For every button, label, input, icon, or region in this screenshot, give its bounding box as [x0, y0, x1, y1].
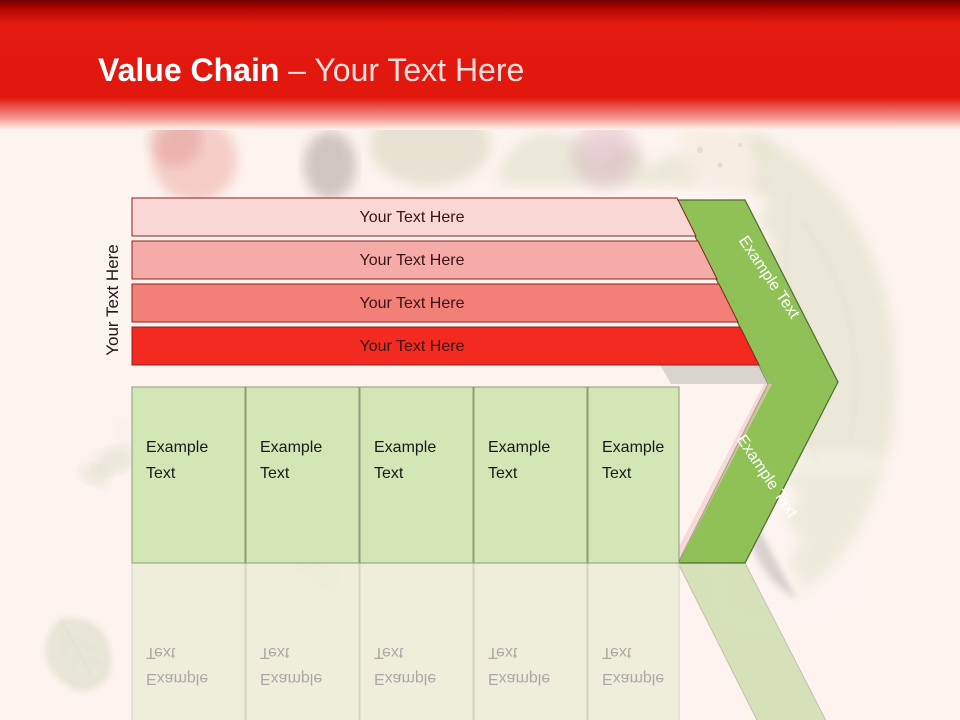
- svg-text:Your Text Here: Your Text Here: [103, 244, 122, 356]
- svg-text:Example: Example: [374, 670, 436, 687]
- svg-text:Text: Text: [260, 465, 290, 482]
- svg-text:Example: Example: [260, 439, 322, 456]
- svg-text:Your Text Here: Your Text Here: [360, 338, 465, 355]
- svg-text:Text: Text: [602, 644, 632, 661]
- svg-text:Example: Example: [488, 439, 550, 456]
- svg-text:Example: Example: [260, 670, 322, 687]
- svg-text:Text: Text: [374, 644, 404, 661]
- svg-text:Example: Example: [146, 670, 208, 687]
- svg-text:Text: Text: [374, 465, 404, 482]
- svg-text:Text: Text: [488, 644, 518, 661]
- svg-text:Example: Example: [488, 670, 550, 687]
- svg-text:Example: Example: [602, 670, 664, 687]
- svg-text:Your Text Here: Your Text Here: [360, 252, 465, 269]
- svg-text:Example: Example: [374, 439, 436, 456]
- svg-text:Text: Text: [260, 644, 290, 661]
- svg-text:Example: Example: [602, 439, 664, 456]
- svg-text:Text: Text: [146, 644, 176, 661]
- svg-text:Text: Text: [146, 465, 176, 482]
- svg-text:Text: Text: [488, 465, 518, 482]
- svg-text:Your Text Here: Your Text Here: [360, 209, 465, 226]
- svg-text:Text: Text: [602, 465, 632, 482]
- svg-text:Your Text Here: Your Text Here: [360, 295, 465, 312]
- svg-text:Example: Example: [146, 439, 208, 456]
